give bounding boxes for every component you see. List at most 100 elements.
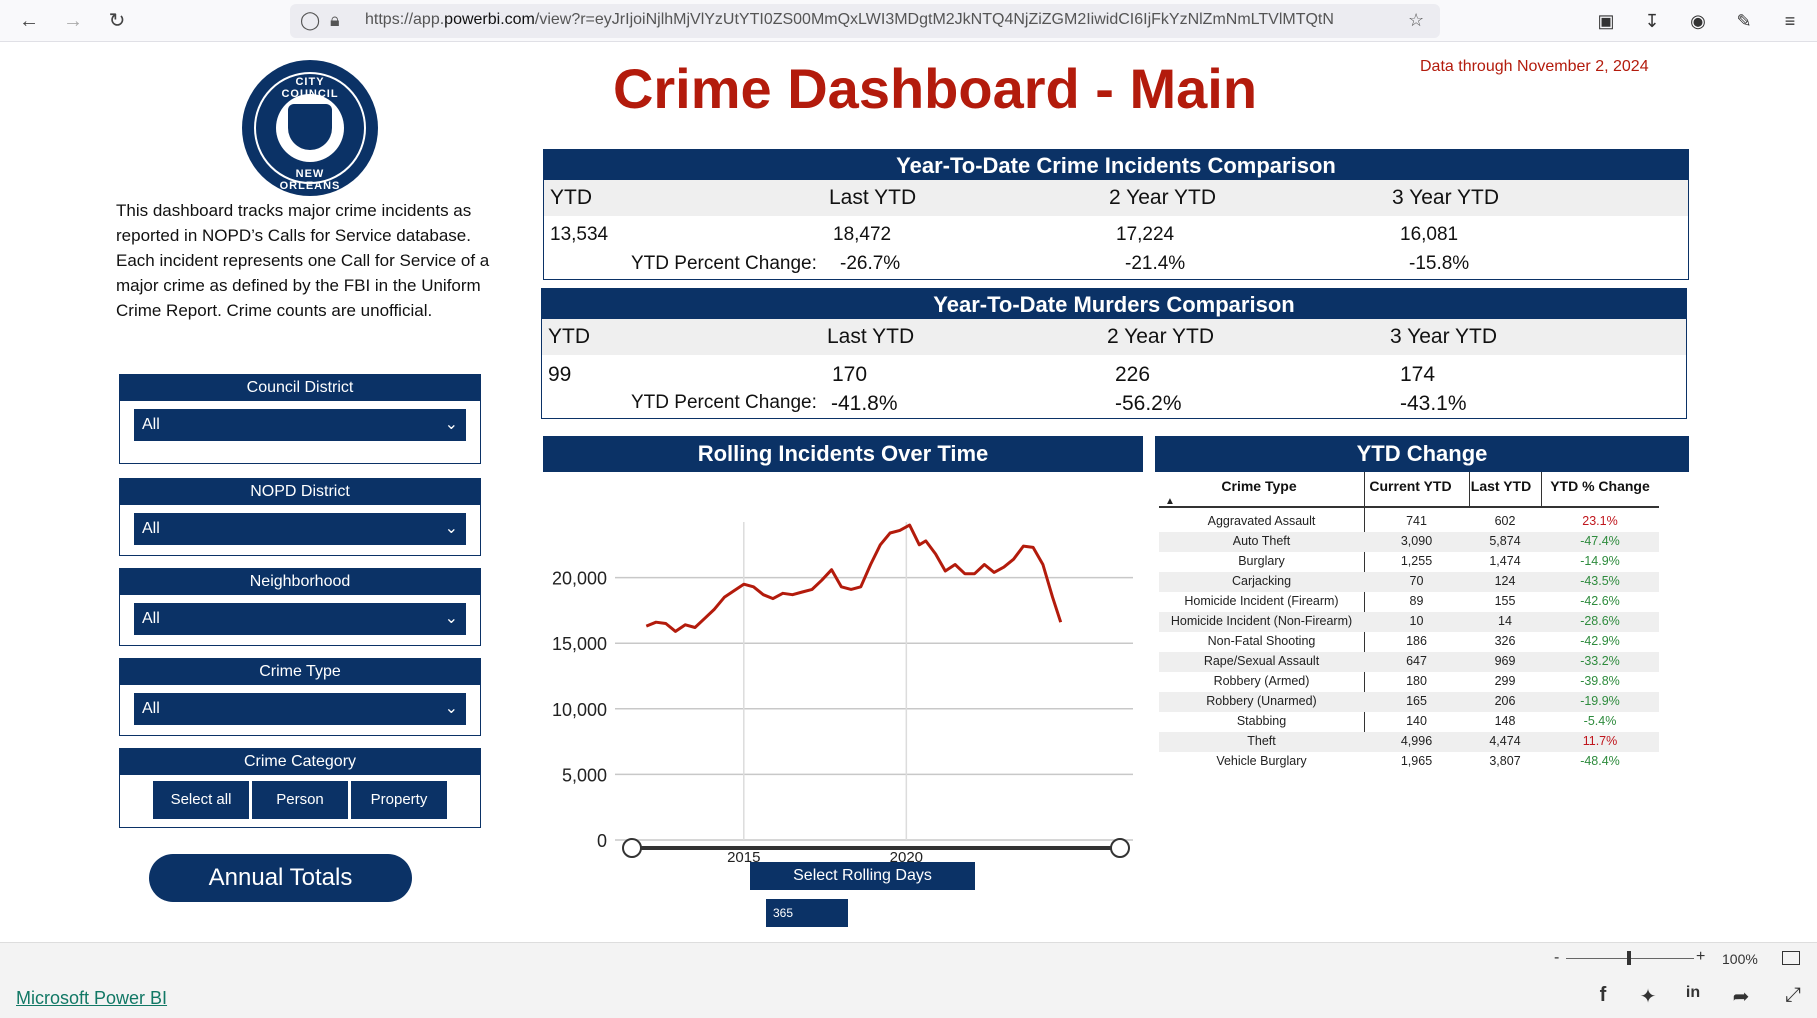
person-button[interactable]: Person xyxy=(252,781,348,819)
cell-last-ytd: 14 xyxy=(1498,614,1512,628)
annual-totals-button[interactable]: Annual Totals xyxy=(149,854,412,902)
bookmark-star-icon[interactable]: ☆ xyxy=(1408,10,1425,30)
rolling-incidents-title: Rolling Incidents Over Time xyxy=(543,436,1143,472)
powerbi-brand-link[interactable]: Microsoft Power BI xyxy=(16,988,168,1008)
download-icon[interactable]: ↧ xyxy=(1644,11,1660,31)
cell-last-ytd: 602 xyxy=(1494,514,1516,528)
back-arrow-icon[interactable]: ← xyxy=(19,10,39,32)
table-row[interactable]: Burglary 1,255 1,474 -14.9% xyxy=(1159,552,1659,572)
expand-icon[interactable]: ⤢ xyxy=(1785,984,1801,1006)
table-row[interactable]: Theft 4,996 4,474 11.7% xyxy=(1159,732,1659,752)
cell-last-ytd: 148 xyxy=(1494,714,1516,728)
property-button[interactable]: Property xyxy=(351,781,447,819)
x-tick-label: 2015 xyxy=(727,849,760,866)
nopd-district-dropdown[interactable]: All ⌄ xyxy=(134,513,466,545)
cell-current-ytd: 741 xyxy=(1406,514,1427,528)
dropdown-value: All xyxy=(142,520,160,537)
cell-pct-change: -19.9% xyxy=(1580,694,1620,708)
cell-last-ytd: 969 xyxy=(1494,654,1516,668)
col-current-ytd[interactable]: Current YTD xyxy=(1369,478,1452,494)
date-range-slider[interactable] xyxy=(620,836,1132,860)
reload-icon[interactable]: ↻ xyxy=(108,10,126,32)
value-3year-ytd: 174 xyxy=(1400,363,1436,386)
value-ytd: 13,534 xyxy=(550,224,609,245)
cell-crime-type: Auto Theft xyxy=(1232,534,1291,548)
url-text[interactable]: https://app.powerbi.com/view?r=eyJrIjoiN… xyxy=(365,11,1334,28)
cell-crime-type: Rape/Sexual Assault xyxy=(1203,654,1320,668)
cell-pct-change: 23.1% xyxy=(1582,514,1618,528)
header-ytd: YTD xyxy=(550,186,592,209)
neighborhood-slicer: Neighborhood All ⌄ xyxy=(119,568,481,646)
zoom-in-icon[interactable]: + xyxy=(1696,948,1706,965)
facebook-icon[interactable]: f xyxy=(1599,984,1607,1006)
cell-pct-change: -28.6% xyxy=(1580,614,1620,628)
cell-current-ytd: 70 xyxy=(1409,574,1424,588)
column-divider xyxy=(1469,472,1470,506)
fit-to-page-icon[interactable] xyxy=(1782,951,1800,965)
slicer-label: Neighborhood xyxy=(120,569,480,595)
table-row[interactable]: Robbery (Armed) 180 299 -39.8% xyxy=(1159,672,1659,692)
chevron-down-icon: ⌄ xyxy=(444,610,458,627)
twitter-icon[interactable]: ✦ xyxy=(1639,986,1657,1008)
forward-arrow-icon[interactable]: → xyxy=(63,10,83,32)
zoom-out-icon[interactable]: - xyxy=(1554,949,1560,966)
table-row[interactable]: Homicide Incident (Firearm) 89 155 -42.6% xyxy=(1159,592,1659,612)
header-row xyxy=(542,319,1686,355)
cell-pct-change: -47.4% xyxy=(1580,534,1620,548)
linkedin-icon[interactable]: in xyxy=(1685,984,1701,1001)
table-row[interactable]: Rape/Sexual Assault 647 969 -33.2% xyxy=(1159,652,1659,672)
table-row[interactable]: Robbery (Unarmed) 165 206 -19.9% xyxy=(1159,692,1659,712)
cell-pct-change: -14.9% xyxy=(1580,554,1620,568)
header-last-ytd: Last YTD xyxy=(829,186,917,209)
cell-current-ytd: 1,965 xyxy=(1400,754,1433,768)
shield-icon[interactable]: ◯ xyxy=(300,10,321,30)
share-icon[interactable]: ➦ xyxy=(1732,986,1750,1008)
header-underline xyxy=(1159,506,1659,508)
header-2year-ytd: 2 Year YTD xyxy=(1107,325,1215,348)
value-3year-ytd: 16,081 xyxy=(1400,224,1459,245)
council-district-slicer: Council District All ⌄ xyxy=(119,374,481,464)
table-row[interactable]: Carjacking 70 124 -43.5% xyxy=(1159,572,1659,592)
table-row[interactable]: Homicide Incident (Non-Firearm) 10 14 -28.6… xyxy=(1159,612,1659,632)
cell-current-ytd: 165 xyxy=(1406,694,1427,708)
cell-pct-change: -5.4% xyxy=(1583,714,1617,728)
rolling-days-input[interactable]: 365 xyxy=(766,899,848,927)
header-row xyxy=(544,180,1688,216)
neighborhood-dropdown[interactable]: All ⌄ xyxy=(134,603,466,635)
table-row[interactable]: Auto Theft 3,090 5,874 -47.4% xyxy=(1159,532,1659,552)
cell-last-ytd: 5,874 xyxy=(1489,534,1521,548)
table-row[interactable]: Vehicle Burglary 1,965 3,807 -48.4% xyxy=(1159,752,1659,772)
chevron-down-icon: ⌄ xyxy=(444,416,458,433)
table-row[interactable]: Non-Fatal Shooting 186 326 -42.9% xyxy=(1159,632,1659,652)
col-crime-type[interactable]: Crime Type xyxy=(1221,478,1297,494)
cell-current-ytd: 180 xyxy=(1406,674,1427,688)
sort-up-icon[interactable]: ▲ xyxy=(1165,496,1175,507)
menu-icon[interactable]: ≡ xyxy=(1784,11,1796,31)
crime-category-slicer: Crime Category Select all Person Propert… xyxy=(119,748,481,828)
page-title: Crime Dashboard - Main xyxy=(612,57,1258,120)
pocket-icon[interactable]: ▣ xyxy=(1597,11,1615,31)
cell-last-ytd: 206 xyxy=(1494,694,1516,708)
col-ytd-pct-change[interactable]: YTD % Change xyxy=(1550,478,1650,494)
table-row[interactable]: Stabbing 140 148 -5.4% xyxy=(1159,712,1659,732)
powerbi-footer: Microsoft Power BI f ✦ in ➦ ⤢ xyxy=(0,974,1817,1018)
zoom-slider-thumb[interactable] xyxy=(1627,951,1631,965)
cell-current-ytd: 186 xyxy=(1406,634,1427,648)
select-all-button[interactable]: Select all xyxy=(153,781,249,819)
account-icon[interactable]: ◉ xyxy=(1690,11,1706,31)
slicer-label: Crime Category xyxy=(120,749,480,775)
crime-type-dropdown[interactable]: All ⌄ xyxy=(134,693,466,725)
address-bar[interactable]: ◯ 🔒︎ https://app.powerbi.com/view?r=eyJr… xyxy=(290,4,1440,38)
col-last-ytd[interactable]: Last YTD xyxy=(1470,478,1532,494)
lock-icon[interactable]: 🔒︎ xyxy=(330,10,340,30)
table-row[interactable]: Aggravated Assault 741 602 23.1% xyxy=(1159,512,1659,532)
header-last-ytd: Last YTD xyxy=(827,325,915,348)
y-tick-label: 10,000 xyxy=(552,700,607,720)
y-tick-label: 5,000 xyxy=(562,765,607,785)
data-through-date: Data through November 2, 2024 xyxy=(1420,58,1649,75)
council-district-dropdown[interactable]: All ⌄ xyxy=(134,409,466,441)
header-2year-ytd: 2 Year YTD xyxy=(1109,186,1217,209)
cell-crime-type: Homicide Incident (Non-Firearm) xyxy=(1170,614,1353,628)
cell-pct-change: -33.2% xyxy=(1580,654,1620,668)
extensions-icon[interactable]: ✎ xyxy=(1736,11,1752,31)
